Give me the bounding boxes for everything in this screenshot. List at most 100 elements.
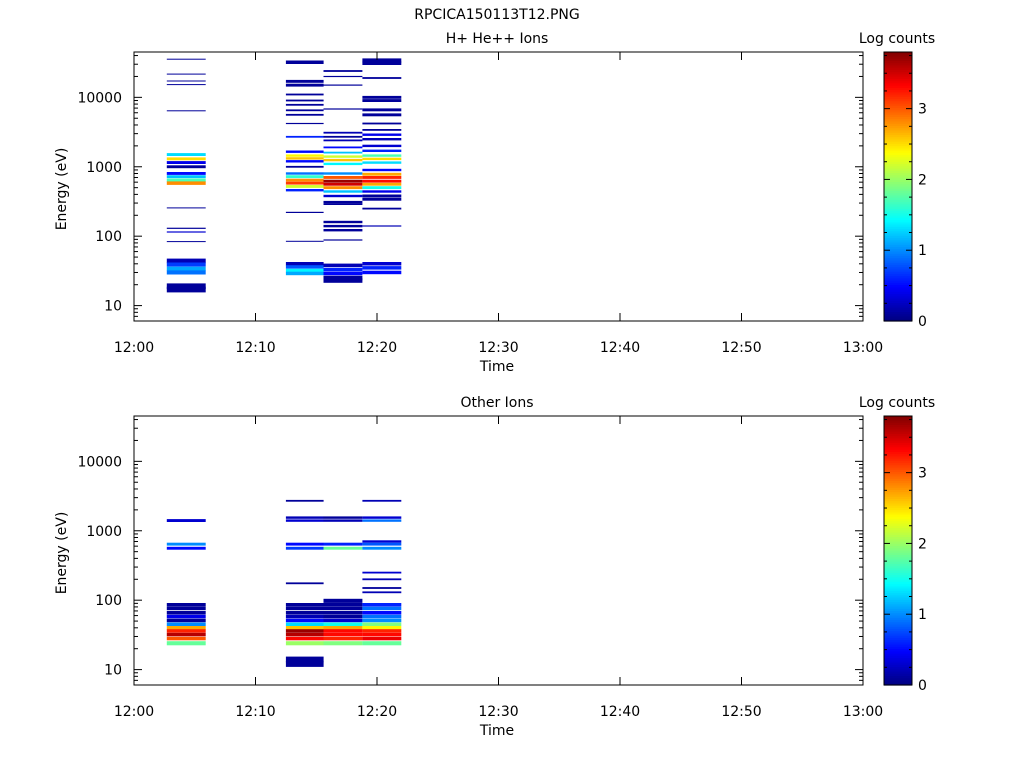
y-axis-label: Energy (eV) [54, 512, 70, 595]
colorbar-segment [884, 631, 912, 635]
colorbar-segment [884, 251, 912, 255]
heatmap-cell [362, 626, 402, 630]
colorbar-frame [883, 51, 913, 322]
colorbar-tick-label: 2 [918, 536, 927, 552]
colorbar-segment [884, 424, 912, 428]
colorbar-segment [884, 429, 912, 433]
x-tick-label: 13:00 [843, 340, 883, 356]
heatmap-cell [362, 632, 402, 637]
colorbar-segment [884, 483, 912, 487]
colorbar-segment [884, 646, 912, 650]
colorbar-segment [884, 662, 912, 666]
colorbar-segment [884, 528, 912, 531]
colorbar-segment [884, 52, 912, 55]
colorbar-segment [884, 255, 912, 259]
colorbar-segment [884, 289, 912, 293]
colorbar-segment [884, 123, 912, 127]
heatmap-cell [166, 227, 206, 229]
heatmap-cell [285, 157, 324, 160]
heatmap-cell [166, 546, 206, 550]
colorbar-segment [884, 56, 912, 60]
y-tick-label: 100 [95, 229, 122, 245]
heatmap-cell [362, 182, 402, 186]
colorbar-segment [884, 539, 912, 543]
colorbar-segment [884, 534, 912, 538]
heatmap-cell [323, 641, 363, 646]
x-tick-label: 12:30 [478, 704, 518, 720]
heatmap-cell [323, 598, 363, 603]
colorbar-segment [884, 537, 912, 540]
colorbar-segment [884, 271, 912, 275]
colorbar-segment [884, 242, 912, 246]
heatmap-cell [323, 614, 363, 619]
heatmap-cell [362, 571, 402, 574]
colorbar-segment [884, 422, 912, 426]
colorbar-segment [884, 186, 912, 190]
heatmap-cell [362, 540, 402, 543]
heatmap-cell [166, 641, 206, 646]
colorbar-segment [884, 173, 912, 176]
colorbar-segment [884, 593, 912, 596]
heatmap-cell [362, 122, 402, 125]
colorbar-segment [884, 81, 912, 84]
colorbar-segment [884, 575, 912, 578]
colorbar-segment [884, 651, 912, 655]
heatmap-cell [285, 519, 324, 522]
colorbar-segment [884, 249, 912, 253]
heatmap-cell [166, 231, 206, 233]
colorbar-segment [884, 449, 912, 453]
heatmap-cell [285, 499, 324, 502]
heatmap-cell [166, 73, 206, 75]
heatmap-cell [285, 614, 324, 619]
colorbar-tick-label: 0 [918, 314, 927, 330]
heatmap-cell [362, 144, 402, 148]
colorbar-segment [884, 199, 912, 203]
colorbar-segment [884, 179, 912, 183]
x-tick-label: 12:20 [357, 340, 397, 356]
heatmap-cell [285, 268, 324, 273]
colorbar-segment [884, 568, 912, 572]
colorbar-segment [884, 584, 912, 587]
colorbar-segment [884, 67, 912, 71]
colorbar-segment [884, 606, 912, 610]
heatmap-cell [362, 149, 402, 152]
colorbar-segment [884, 141, 912, 145]
heatmap-cell [362, 225, 402, 227]
colorbar-segment [884, 570, 912, 574]
colorbar-segment [884, 673, 912, 677]
colorbar-segment [884, 150, 912, 154]
colorbar-segment [884, 103, 912, 107]
colorbar-segment [884, 184, 912, 188]
colorbar-segment [884, 233, 912, 237]
colorbar-segment [884, 215, 912, 219]
colorbar-segment [884, 197, 912, 201]
colorbar-segment [884, 498, 912, 502]
colorbar-segment [884, 128, 912, 132]
colorbar-segment [884, 525, 912, 529]
colorbar-label: Log counts [859, 395, 935, 411]
colorbar-segment [884, 105, 912, 109]
colorbar-segment [884, 658, 912, 661]
colorbar-segment [884, 472, 912, 475]
colorbar-segment [884, 669, 912, 673]
heatmap-cell [166, 618, 206, 623]
heatmap-cell [362, 516, 402, 519]
colorbar-segment [884, 680, 912, 684]
heatmap-cell [166, 636, 206, 641]
colorbar-segment [884, 117, 912, 120]
colorbar-segment [884, 512, 912, 516]
colorbar-segment [884, 487, 912, 491]
colorbar-segment [884, 204, 912, 208]
colorbar-segment [884, 58, 912, 62]
colorbar-segment [884, 65, 912, 69]
heatmap-cell [285, 172, 324, 175]
colorbar-segment [884, 653, 912, 657]
colorbar-segment [884, 436, 912, 440]
colorbar-tick-label: 0 [918, 678, 927, 694]
colorbar-segment [884, 300, 912, 304]
heatmap-cell [285, 103, 324, 106]
colorbar-segment [884, 312, 912, 315]
colorbar-segment [884, 190, 912, 194]
heatmap-cell [362, 194, 402, 198]
colorbar-segment [884, 617, 912, 621]
